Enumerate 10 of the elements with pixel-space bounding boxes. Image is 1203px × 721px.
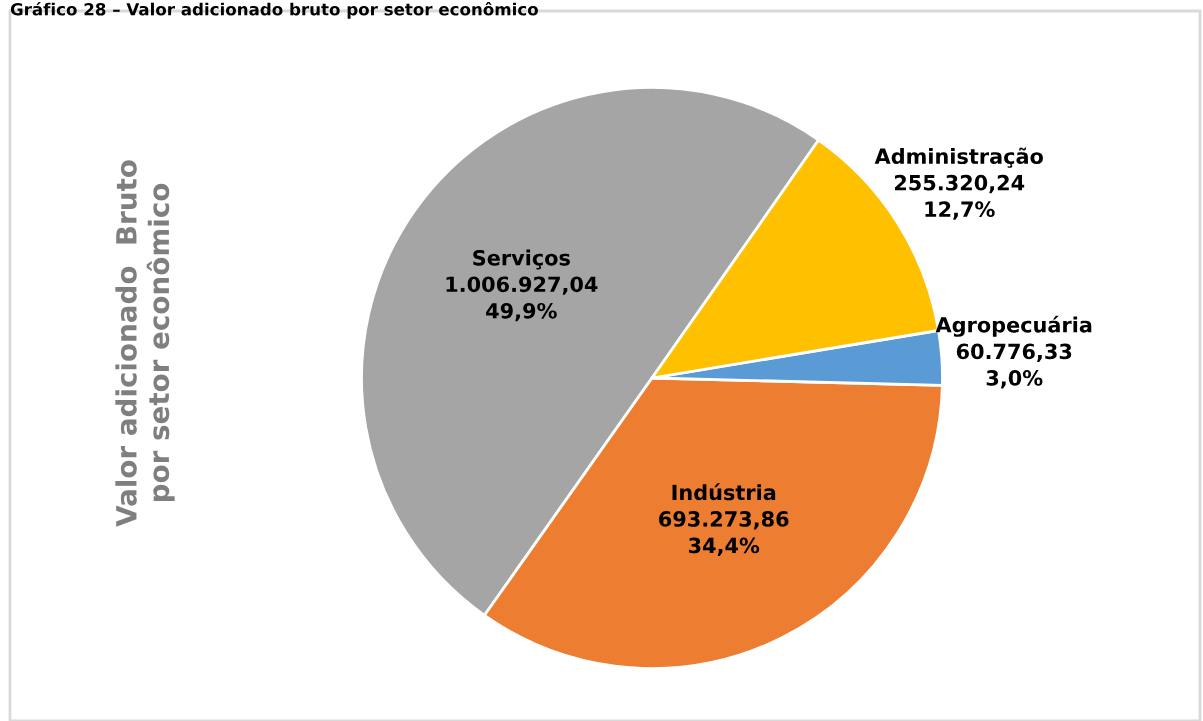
text: Valor adicionado Bruto por setor econômico xyxy=(115,160,175,527)
data-label: 60.776,33 3,0% xyxy=(956,343,1072,389)
data-label: 1.006.927,04 49,9% xyxy=(446,276,598,322)
slice-label: Indústria xyxy=(672,483,776,501)
slice-label: Administração xyxy=(874,147,1043,168)
slice-label: Serviços xyxy=(473,249,570,270)
data-label: 693.273,86 34,4% xyxy=(659,511,789,556)
slice-label: Agropecuária xyxy=(935,315,1092,337)
chart-title: Gráfico 28 – Valor adicionado bruto por setor econômico xyxy=(10,2,538,19)
data-label: 255.320,24 12,7% xyxy=(894,174,1025,220)
